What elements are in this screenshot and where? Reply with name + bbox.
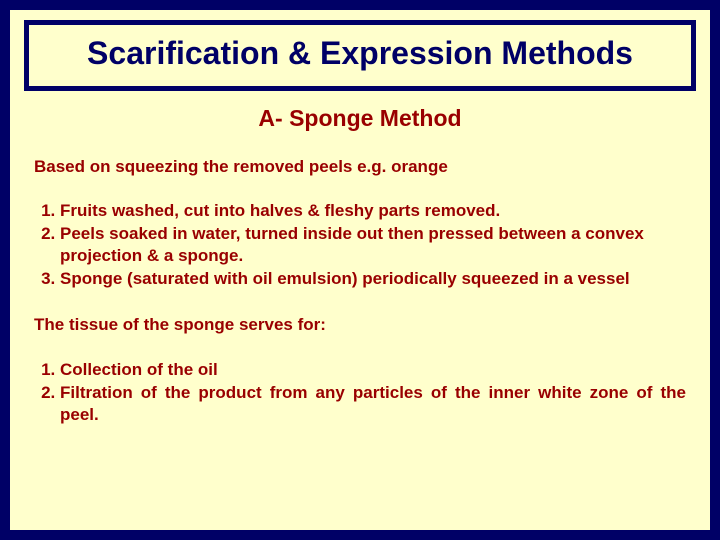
serves-intro: The tissue of the sponge serves for: (34, 314, 686, 336)
slide-body: Based on squeezing the removed peels e.g… (20, 156, 700, 426)
intro-text: Based on squeezing the removed peels e.g… (34, 156, 686, 178)
title-box: Scarification & Expression Methods (24, 20, 696, 91)
steps-list: Fruits washed, cut into halves & fleshy … (34, 200, 686, 290)
serves-list: Collection of the oil Filtration of the … (34, 359, 686, 426)
list-item: Filtration of the product from any parti… (60, 382, 686, 426)
slide-title: Scarification & Expression Methods (35, 35, 685, 72)
list-item: Collection of the oil (60, 359, 686, 381)
list-item: Fruits washed, cut into halves & fleshy … (60, 200, 686, 222)
slide-subtitle: A- Sponge Method (20, 105, 700, 132)
list-item: Peels soaked in water, turned inside out… (60, 223, 686, 267)
list-item: Sponge (saturated with oil emulsion) per… (60, 268, 686, 290)
slide-frame: Scarification & Expression Methods A- Sp… (0, 0, 720, 540)
